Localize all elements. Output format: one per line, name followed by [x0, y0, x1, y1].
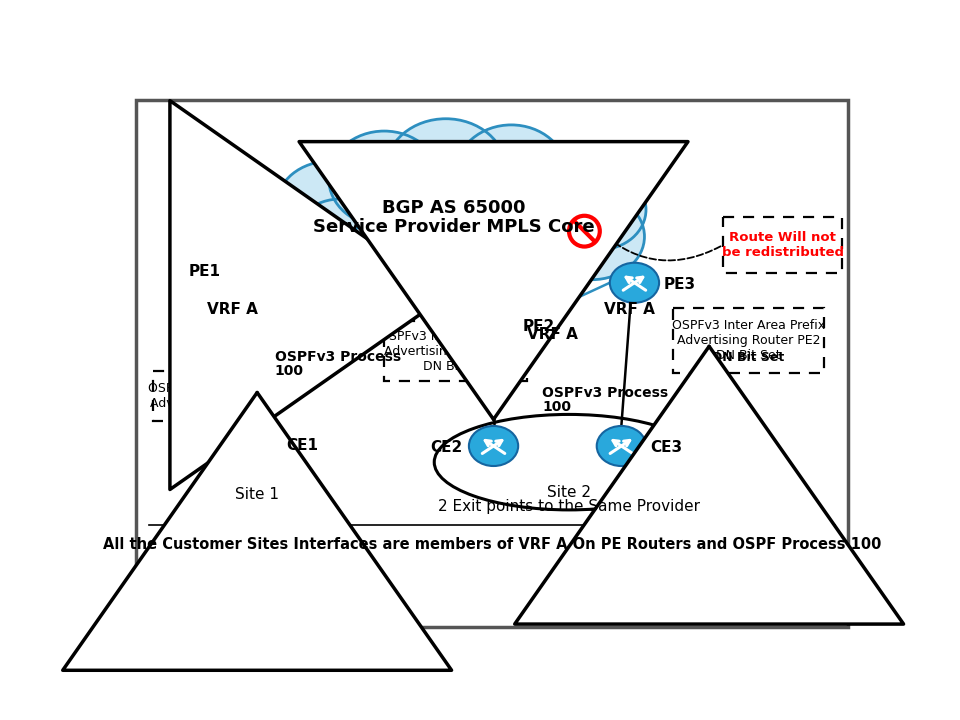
Text: OSPFv3 Inter Area Prefix
Advertising Router PE2
DN Bit Set: OSPFv3 Inter Area Prefix Advertising Rou… [379, 330, 533, 373]
Ellipse shape [516, 143, 615, 230]
Text: DN Bit Set: DN Bit Set [712, 351, 784, 364]
Text: OSPFv3 Process: OSPFv3 Process [275, 351, 401, 364]
Text: OSPFv3 Process: OSPFv3 Process [542, 386, 668, 400]
Text: PE3: PE3 [663, 276, 696, 292]
FancyBboxPatch shape [290, 264, 404, 327]
Ellipse shape [232, 257, 282, 297]
Ellipse shape [480, 204, 596, 293]
Text: PE2: PE2 [523, 319, 555, 334]
Ellipse shape [612, 282, 657, 297]
Text: BGP AS 65000: BGP AS 65000 [382, 199, 525, 217]
Text: 100: 100 [275, 364, 304, 378]
Ellipse shape [599, 446, 644, 461]
Ellipse shape [610, 263, 660, 303]
Text: VPNv6 Route
Advertised by PE1
to RR: VPNv6 Route Advertised by PE1 to RR [291, 271, 404, 313]
Text: CE1: CE1 [286, 438, 319, 454]
Text: CE2: CE2 [430, 440, 463, 455]
Circle shape [569, 216, 600, 246]
Text: OSPFv3 LSA Type 1
Advertised by CE1: OSPFv3 LSA Type 1 Advertised by CE1 [148, 382, 268, 410]
FancyBboxPatch shape [384, 321, 527, 382]
Ellipse shape [468, 305, 518, 345]
Ellipse shape [597, 426, 646, 466]
Text: All the Customer Sites Interfaces are members of VRF A On PE Routers and OSPF Pr: All the Customer Sites Interfaces are me… [103, 537, 881, 552]
Text: Service Provider MPLS Core: Service Provider MPLS Core [313, 217, 594, 235]
Ellipse shape [386, 119, 506, 220]
Text: Route Will not
be redistributed: Route Will not be redistributed [722, 231, 844, 259]
Ellipse shape [468, 426, 518, 466]
Text: CE3: CE3 [651, 440, 683, 455]
Text: VRF A: VRF A [604, 302, 655, 318]
Ellipse shape [470, 446, 516, 461]
Text: OSPFv3 Inter Area Prefix
Advertising Router PE2
DN Bit Set: OSPFv3 Inter Area Prefix Advertising Rou… [672, 319, 825, 362]
Ellipse shape [234, 444, 279, 459]
Ellipse shape [232, 424, 282, 464]
Text: VRF A: VRF A [527, 327, 578, 342]
Ellipse shape [540, 194, 644, 279]
Text: Site 2: Site 2 [547, 485, 591, 500]
Ellipse shape [328, 131, 440, 227]
Ellipse shape [234, 276, 279, 292]
FancyBboxPatch shape [723, 217, 842, 273]
FancyBboxPatch shape [673, 308, 824, 373]
Text: Site 1: Site 1 [235, 487, 279, 502]
Ellipse shape [413, 210, 533, 302]
Ellipse shape [348, 207, 459, 297]
Ellipse shape [456, 125, 566, 220]
Ellipse shape [470, 325, 516, 340]
Text: PE1: PE1 [188, 264, 220, 279]
Ellipse shape [554, 169, 646, 250]
Text: 2 Exit points to the Same Provider: 2 Exit points to the Same Provider [438, 499, 700, 514]
Text: VRF A: VRF A [207, 302, 258, 318]
FancyBboxPatch shape [154, 372, 262, 420]
Text: 100: 100 [542, 400, 571, 414]
Ellipse shape [291, 199, 393, 282]
Ellipse shape [276, 161, 384, 251]
